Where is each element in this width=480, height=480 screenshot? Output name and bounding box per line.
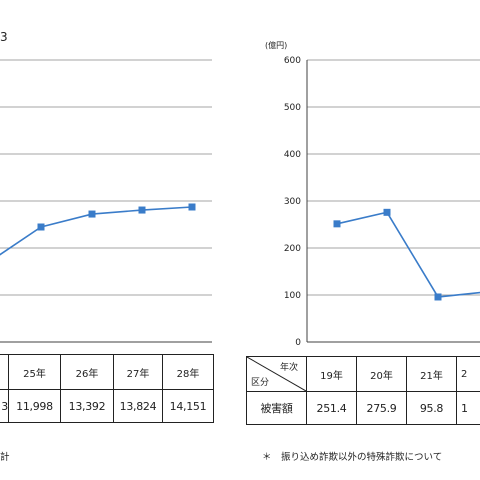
- right-table-value-cell: 251.4: [306, 391, 357, 425]
- left-table-header-cell: 26年: [60, 354, 114, 390]
- right-series-line: [336, 211, 480, 298]
- right-data-point: [333, 220, 341, 228]
- left-series-line: [0, 206, 193, 256]
- left-table-value-row: 3 11,998 13,392 13,824 14,151: [0, 389, 214, 423]
- y-tick-label: 600: [284, 56, 301, 66]
- y-tick-label: 500: [284, 103, 301, 113]
- corner-label-year: 年次: [279, 363, 298, 373]
- left-data-point: [88, 210, 96, 218]
- y-unit-label: (億円): [265, 40, 287, 50]
- right-table-header-cell: 20年: [356, 356, 407, 392]
- right-table-value-cell: 275.9: [356, 391, 407, 425]
- left-data-point: [188, 203, 196, 211]
- left-table-value-cell: 14,151: [162, 389, 214, 423]
- right-line-chart: 0 100 200 300 400 500 600 (億円): [265, 40, 480, 348]
- left-table-value-cell: 13,824: [113, 389, 163, 423]
- right-table-value-cell: 1: [456, 391, 480, 425]
- corner-diagonal-line: [247, 357, 306, 391]
- right-table-value-cell: 95.8: [406, 391, 457, 425]
- corner-label-category: 区分: [251, 378, 270, 388]
- right-table-header-cell: 21年: [406, 356, 457, 392]
- left-title-fragment: 3: [0, 30, 8, 44]
- right-table-row-label: 被害額: [246, 391, 307, 425]
- y-tick-label: 100: [284, 291, 301, 301]
- y-tick-label: 300: [284, 197, 301, 207]
- left-table-value-cell: 13,392: [60, 389, 114, 423]
- right-data-table: 年次 区分 19年 20年 21年 2 被害額 251.4 275.9 95.8…: [246, 356, 480, 425]
- right-table-header-row: 年次 区分 19年 20年 21年 2: [246, 356, 480, 392]
- left-table-value-cell: 11,998: [8, 389, 61, 423]
- y-tick-label: 400: [284, 150, 301, 160]
- left-table-header-cell: [0, 354, 9, 390]
- left-table-value-cell: 3: [0, 389, 9, 423]
- right-footnote: ＊ 振り込め詐欺以外の特殊詐欺について: [262, 452, 443, 463]
- right-table-header-cell: 2: [456, 356, 480, 392]
- left-table-header-cell: 25年: [8, 354, 61, 390]
- left-table-header-cell: 27年: [113, 354, 163, 390]
- left-table-header-row: 25年 26年 27年 28年: [0, 354, 214, 390]
- y-tick-label: 200: [284, 244, 301, 254]
- left-line-chart: [0, 59, 212, 343]
- y-tick-label: 0: [295, 338, 301, 348]
- left-footnote: 計: [0, 452, 10, 463]
- right-table-value-row: 被害額 251.4 275.9 95.8 1: [246, 391, 480, 425]
- right-data-point: [434, 293, 442, 301]
- left-table-header-cell: 28年: [162, 354, 214, 390]
- right-table-corner-cell: 年次 区分: [246, 356, 307, 392]
- left-data-table: 25年 26年 27年 28年 3 11,998 13,392 13,824 1…: [0, 354, 214, 423]
- right-table-header-cell: 19年: [306, 356, 357, 392]
- left-data-point: [37, 223, 45, 231]
- right-data-point: [383, 208, 391, 216]
- left-data-point: [138, 206, 146, 214]
